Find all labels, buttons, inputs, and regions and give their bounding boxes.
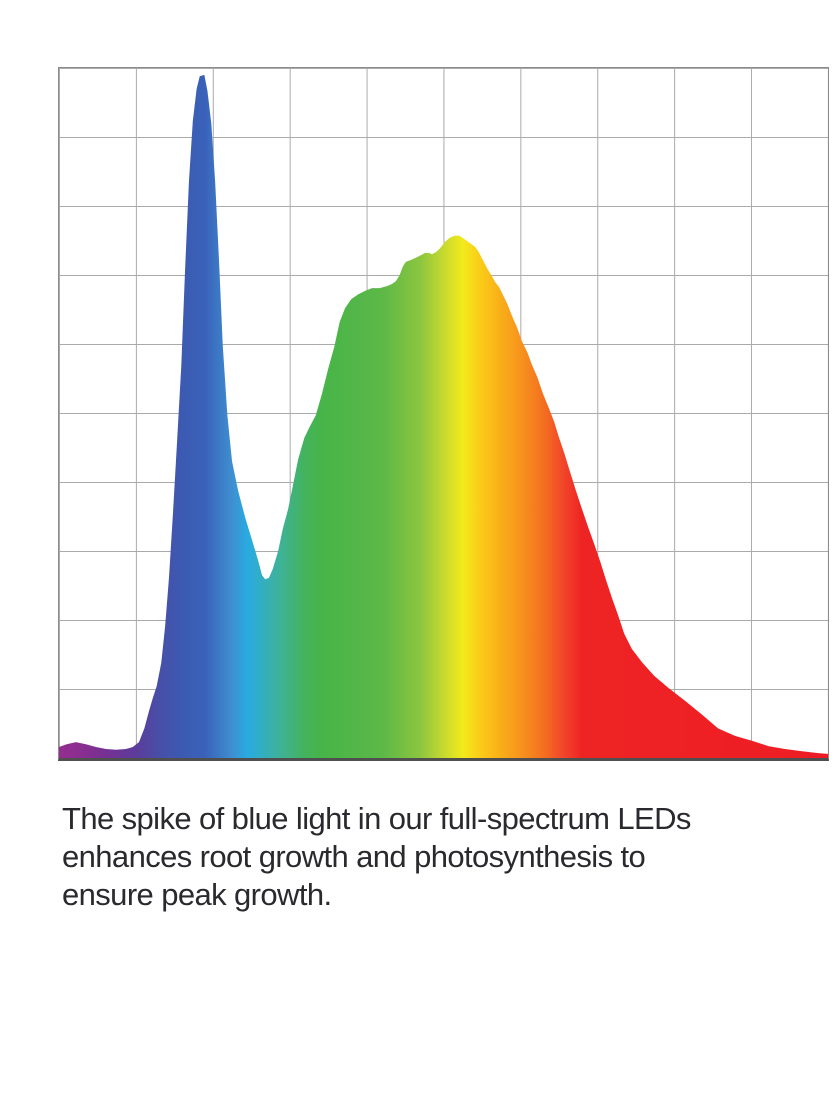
caption: The spike of blue light in our full-spec… <box>62 800 822 914</box>
spectrum-chart <box>58 67 829 761</box>
spectrum-svg <box>59 74 828 758</box>
caption-line-1: The spike of blue light in our full-spec… <box>62 801 691 836</box>
caption-line-3: ensure peak growth. <box>62 877 332 912</box>
caption-line-2: enhances root growth and photosynthesis … <box>62 839 646 874</box>
spectrum-area-path <box>59 74 828 758</box>
